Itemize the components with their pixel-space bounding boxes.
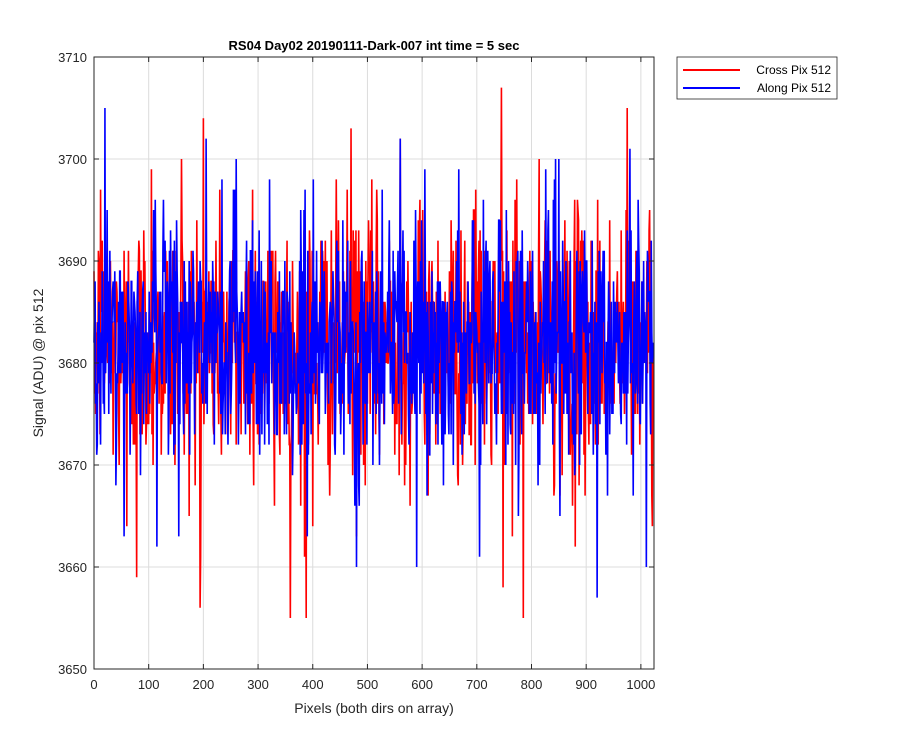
y-tick-label: 3700: [58, 152, 87, 167]
x-tick-label: 800: [521, 677, 543, 692]
y-tick-label: 3680: [58, 356, 87, 371]
y-tick-label: 3710: [58, 50, 87, 65]
x-tick-label: 400: [302, 677, 324, 692]
legend-box: [676, 56, 838, 100]
x-tick-label: 600: [411, 677, 433, 692]
y-tick-label: 3650: [58, 662, 87, 677]
x-tick-label: 300: [247, 677, 269, 692]
x-tick-label: 900: [575, 677, 597, 692]
chart-title: RS04 Day02 20190111-Dark-007 int time = …: [229, 38, 520, 53]
legend-label-along: Along Pix 512: [757, 81, 831, 95]
legend: Cross Pix 512 Along Pix 512: [676, 56, 838, 100]
legend-label-cross: Cross Pix 512: [756, 63, 831, 77]
y-tick-label: 3670: [58, 458, 87, 473]
x-tick-label: 700: [466, 677, 488, 692]
x-tick-label: 1000: [626, 677, 655, 692]
series-layer: [93, 87, 655, 619]
x-tick-label: 0: [90, 677, 97, 692]
x-axis-label: Pixels (both dirs on array): [294, 700, 454, 716]
x-tick-label: 100: [138, 677, 160, 692]
y-tick-label: 3660: [58, 560, 87, 575]
x-tick-label: 200: [193, 677, 215, 692]
y-tick-label: 3690: [58, 254, 87, 269]
series-line-along-pix-512: [93, 107, 655, 598]
x-tick-label: 500: [357, 677, 379, 692]
y-axis-label: Signal (ADU) @ pix 512: [30, 288, 46, 437]
ticks: 0 100 200 300 400 500 600 700 800 900 1000 3650 3660…: [58, 50, 655, 692]
